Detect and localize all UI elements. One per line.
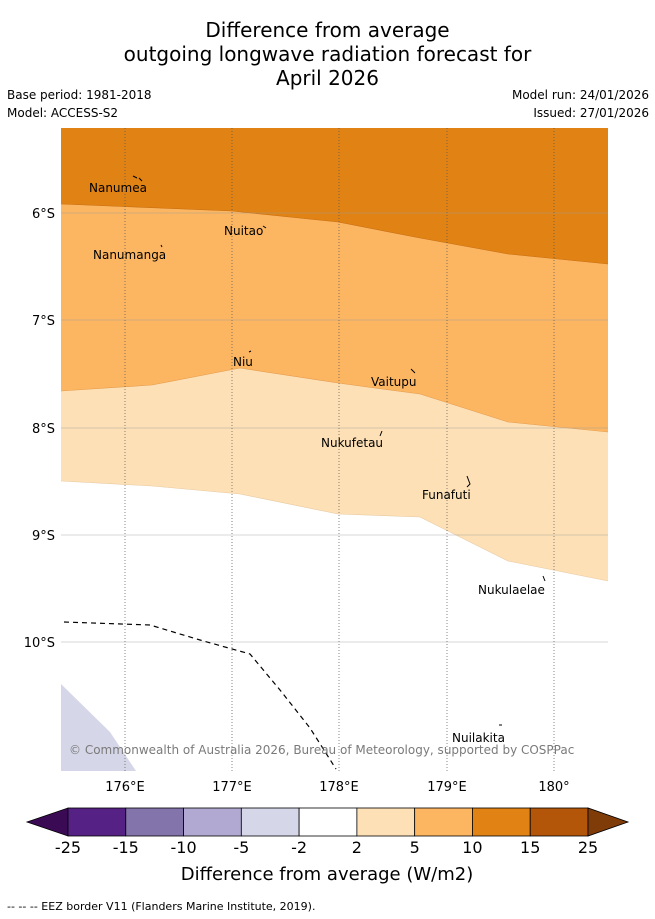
contour-line	[61, 367, 608, 433]
copyright-notice: © Commonwealth of Australia 2026, Bureau…	[69, 743, 574, 757]
island-label-funafuti: Funafuti	[422, 488, 471, 502]
colorbar-box	[529, 807, 589, 837]
lat-label-9s: 9°S	[32, 529, 55, 544]
colorbar-tick-label: -15	[113, 838, 139, 857]
model-run: Model run: 24/01/2026	[511, 88, 649, 102]
colorbar-box	[472, 807, 531, 837]
colorbar-box	[125, 807, 184, 837]
lon-label-180: 180°	[538, 780, 569, 795]
colorbar-extend-low	[25, 807, 69, 837]
eez-border	[63, 621, 337, 770]
lon-label-177e: 177°E	[212, 780, 252, 795]
colorbar-box	[414, 807, 473, 837]
band-plus2-5	[61, 368, 608, 581]
island-label-nuilakita: Nuilakita	[452, 731, 505, 745]
lat-label-8s: 8°S	[32, 422, 55, 437]
island-label-nanumea: Nanumea	[89, 181, 147, 195]
issued-date: Issued: 27/01/2026	[533, 106, 649, 120]
colorbar-tick-label: 15	[520, 838, 540, 857]
lon-label-179e: 179°E	[427, 780, 467, 795]
colorbar-tick-label: -5	[233, 838, 249, 857]
colorbar-tick-label: 2	[352, 838, 362, 857]
island-shapes	[132, 175, 546, 726]
band-plus5-10	[61, 204, 608, 432]
base-period: Base period: 1981-2018	[7, 88, 152, 102]
colorbar-tick-label: -25	[55, 838, 81, 857]
lat-label-7s: 7°S	[32, 314, 55, 329]
colorbar-box	[240, 807, 300, 837]
island-label-nuitao: Nuitao	[224, 224, 263, 238]
lat-label-10s: 10°S	[24, 636, 55, 651]
colorbar-segments	[25, 807, 630, 837]
colorbar-tick-label: 10	[462, 838, 482, 857]
eez-footnote: -- -- -- EEZ border V11 (Flanders Marine…	[7, 900, 316, 913]
colorbar-box	[298, 807, 358, 837]
colorbar-tick-label: -2	[291, 838, 307, 857]
lon-gridlines	[124, 128, 555, 771]
title-line-1: Difference from average	[205, 18, 450, 42]
title-line-3: April 2026	[276, 66, 379, 90]
colorbar: -25 -15 -10 -5 -2 2 5 10 15 25 Difference from av…	[25, 807, 630, 885]
contour-line	[61, 480, 608, 582]
band-minus5-2	[61, 684, 136, 771]
colorbar-tick-label: 25	[578, 838, 598, 857]
island-label-niu: Niu	[233, 355, 253, 369]
island-label-nukufetau: Nukufetau	[321, 436, 383, 450]
colorbar-box	[67, 807, 127, 837]
island-label-nukulaelae: Nukulaelae	[478, 583, 545, 597]
lon-label-178e: 178°E	[319, 780, 359, 795]
colorbar-label: Difference from average (W/m2)	[181, 864, 473, 885]
colorbar-box	[183, 807, 242, 837]
title-line-2: outgoing longwave radiation forecast for	[123, 42, 532, 66]
forecast-map: Nanumea Nuitao Nanumanga Niu Vaitupu Nuk…	[24, 128, 608, 795]
colorbar-box	[356, 807, 416, 837]
colorbar-ticks: -25 -15 -10 -5 -2 2 5 10 15 25	[55, 838, 598, 857]
model-name: Model: ACCESS-S2	[7, 106, 119, 120]
contour-line	[61, 203, 608, 265]
lat-label-6s: 6°S	[32, 207, 55, 222]
lat-gridlines	[61, 212, 608, 643]
colorbar-tick-label: -10	[170, 838, 196, 857]
lon-label-176e: 176°E	[105, 780, 145, 795]
island-label-nanumanga: Nanumanga	[93, 248, 166, 262]
colorbar-tick-label: 5	[410, 838, 420, 857]
island-label-vaitupu: Vaitupu	[371, 375, 417, 389]
colorbar-extend-high	[587, 807, 630, 837]
